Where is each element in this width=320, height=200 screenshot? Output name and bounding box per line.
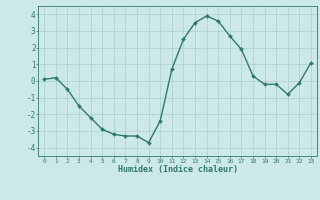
X-axis label: Humidex (Indice chaleur): Humidex (Indice chaleur) bbox=[118, 165, 238, 174]
